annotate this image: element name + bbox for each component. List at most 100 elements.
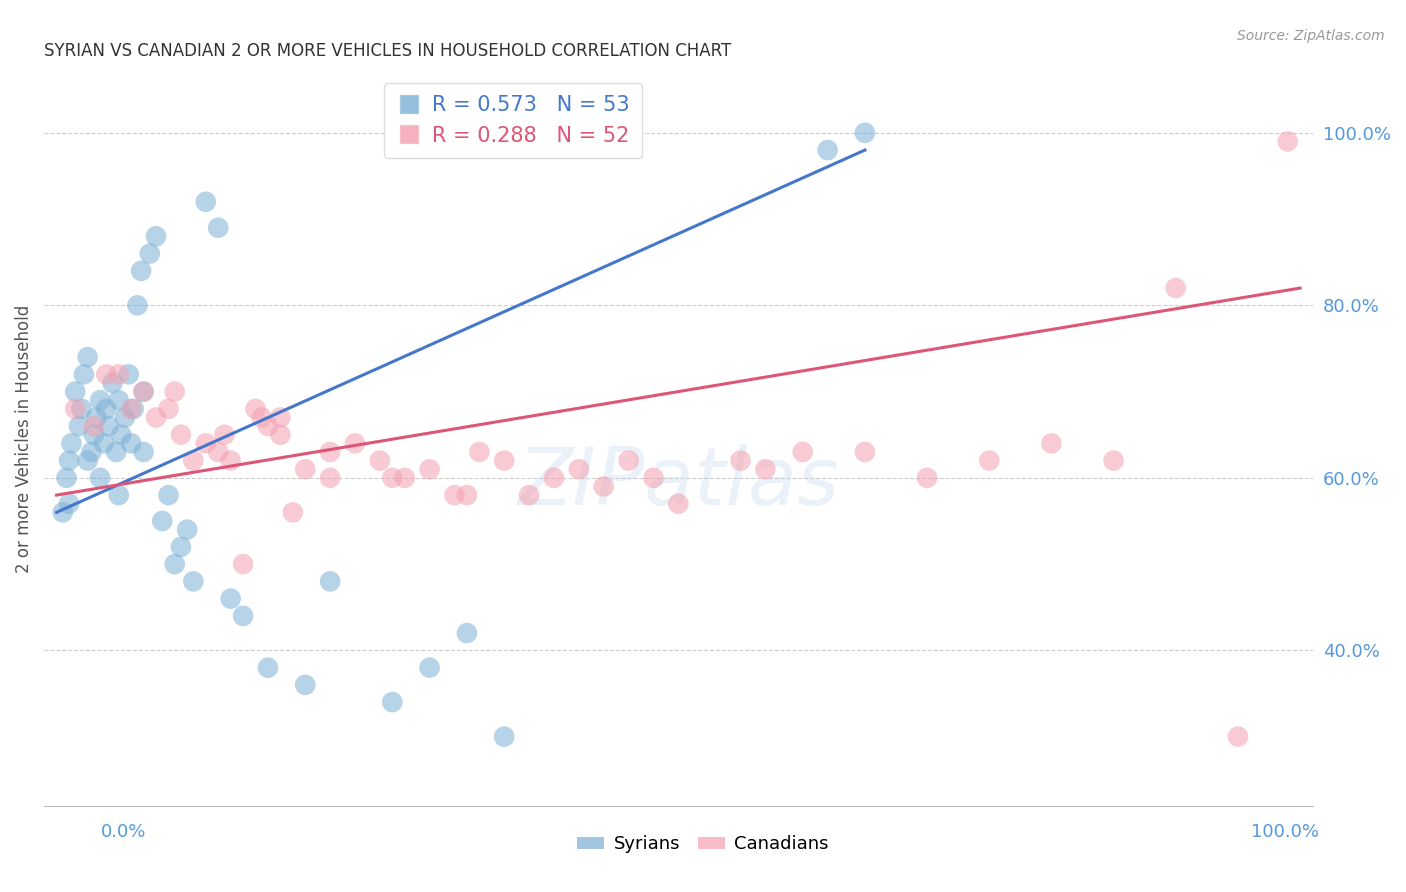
Point [132, 384, 155, 399]
Point [269, 427, 291, 442]
Point [63, 401, 86, 416]
Point [122, 401, 145, 416]
Point [170, 427, 193, 442]
Point [853, 445, 876, 459]
Text: ZIPatlas: ZIPatlas [517, 444, 839, 522]
Point [60, 436, 83, 450]
Legend: R = 0.573   N = 53, R = 0.288   N = 52: R = 0.573 N = 53, R = 0.288 N = 52 [384, 83, 643, 158]
Point [419, 660, 441, 674]
Point [517, 488, 540, 502]
Point [257, 660, 280, 674]
Point [145, 229, 167, 244]
Point [979, 453, 1001, 467]
Point [73, 368, 96, 382]
Point [67, 419, 90, 434]
Point [70, 401, 93, 416]
Point [294, 462, 316, 476]
Text: Source: ZipAtlas.com: Source: ZipAtlas.com [1237, 29, 1385, 44]
Point [76, 350, 98, 364]
Point [792, 445, 814, 459]
Point [543, 471, 565, 485]
Point [245, 401, 267, 416]
Point [730, 453, 752, 467]
Point [257, 419, 280, 434]
Point [1277, 135, 1299, 149]
Point [592, 479, 614, 493]
Point [86, 410, 108, 425]
Point [157, 488, 180, 502]
Point [110, 427, 132, 442]
Point [1164, 281, 1187, 295]
Point [83, 419, 105, 434]
Point [1226, 730, 1249, 744]
Point [1040, 436, 1063, 450]
Point [89, 393, 111, 408]
Point [250, 410, 273, 425]
Point [219, 453, 242, 467]
Point [666, 497, 689, 511]
Point [107, 368, 129, 382]
Point [101, 376, 124, 390]
Legend: Syrians, Canadians: Syrians, Canadians [571, 829, 835, 861]
Point [183, 453, 205, 467]
Point [853, 126, 876, 140]
Point [76, 453, 98, 467]
Point [754, 462, 776, 476]
Point [394, 471, 416, 485]
Text: SYRIAN VS CANADIAN 2 OR MORE VEHICLES IN HOUSEHOLD CORRELATION CHART: SYRIAN VS CANADIAN 2 OR MORE VEHICLES IN… [44, 42, 731, 60]
Point [494, 730, 516, 744]
Point [494, 453, 516, 467]
Point [107, 393, 129, 408]
Point [114, 410, 136, 425]
Text: 0.0%: 0.0% [101, 822, 146, 840]
Point [456, 626, 478, 640]
Point [170, 540, 193, 554]
Point [150, 514, 173, 528]
Point [617, 453, 640, 467]
Point [55, 471, 77, 485]
Point [89, 471, 111, 485]
Point [163, 384, 186, 399]
Point [419, 462, 441, 476]
Point [368, 453, 391, 467]
Point [319, 471, 342, 485]
Point [52, 505, 75, 519]
Point [96, 401, 118, 416]
Point [643, 471, 665, 485]
Point [319, 574, 342, 589]
Point [232, 557, 254, 571]
Point [214, 427, 236, 442]
Point [93, 436, 115, 450]
Point [132, 445, 155, 459]
Point [163, 557, 186, 571]
Point [58, 453, 80, 467]
Point [176, 523, 198, 537]
Point [443, 488, 465, 502]
Point [118, 368, 141, 382]
Point [127, 298, 149, 312]
Point [281, 505, 304, 519]
Point [468, 445, 491, 459]
Point [568, 462, 591, 476]
Point [194, 436, 217, 450]
Point [1102, 453, 1125, 467]
Point [817, 143, 839, 157]
Point [294, 678, 316, 692]
Point [129, 264, 152, 278]
Point [183, 574, 205, 589]
Text: 100.0%: 100.0% [1251, 822, 1319, 840]
Point [83, 427, 105, 442]
Point [207, 445, 229, 459]
Point [381, 471, 404, 485]
Point [343, 436, 366, 450]
Point [219, 591, 242, 606]
Point [145, 410, 167, 425]
Point [132, 384, 155, 399]
Point [207, 220, 229, 235]
Point [107, 488, 129, 502]
Point [58, 497, 80, 511]
Point [915, 471, 938, 485]
Point [456, 488, 478, 502]
Point [105, 445, 128, 459]
Point [232, 608, 254, 623]
